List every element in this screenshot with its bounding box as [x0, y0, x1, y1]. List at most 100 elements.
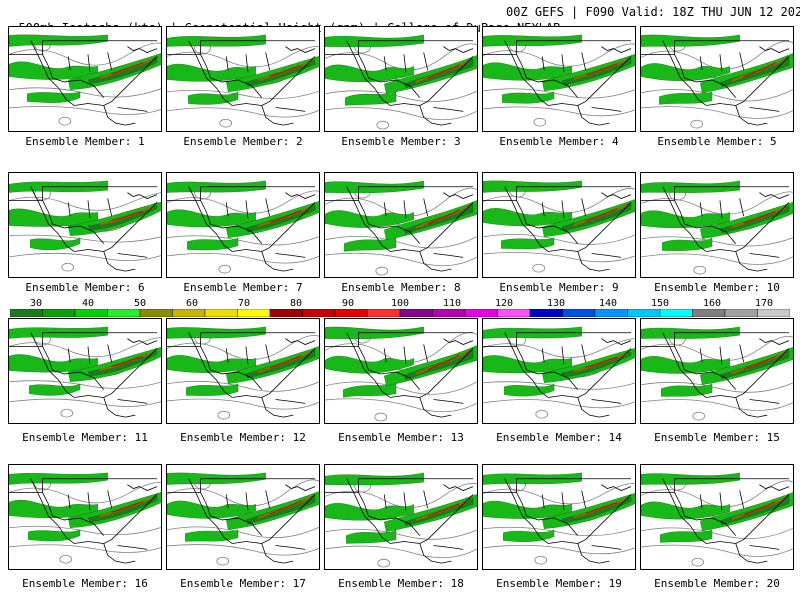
jet-stream-isotachs: [325, 472, 477, 544]
member-map-graphic: [483, 472, 635, 565]
ensemble-member-map-6: [8, 172, 162, 278]
ensemble-member-label: Ensemble Member: 14: [496, 431, 622, 444]
member-map-graphic: [167, 180, 319, 274]
colorbar-tick-label: 50: [133, 298, 147, 309]
member-map-graphic: [167, 326, 319, 420]
coastlines: [9, 478, 158, 564]
ensemble-member-label: Ensemble Member: 3: [341, 135, 461, 148]
member-map-graphic: [483, 326, 635, 419]
member-map-graphic: [641, 180, 793, 275]
ensemble-member-label: Ensemble Member: 17: [180, 577, 306, 590]
coastlines: [325, 332, 474, 418]
coastlines: [167, 332, 316, 418]
ensemble-member-label: Ensemble Member: 20: [654, 577, 780, 590]
colorbar-swatch: [757, 309, 790, 317]
ensemble-member-map-18: [324, 464, 478, 570]
member-map-graphic: [483, 180, 635, 273]
coastlines: [483, 478, 632, 564]
member-map-graphic: [167, 34, 319, 128]
ensemble-member-map-8: [324, 172, 478, 278]
colorbar-swatch: [42, 309, 76, 317]
member-map-graphic: [9, 180, 161, 272]
colorbar-swatch: [432, 309, 466, 317]
jet-stream-isotachs: [483, 180, 635, 250]
member-map-graphic: [9, 472, 161, 564]
ensemble-member-label: Ensemble Member: 4: [499, 135, 619, 148]
ensemble-member-map-20: [640, 464, 794, 570]
colorbar-swatch: [497, 309, 531, 317]
jet-stream-isotachs: [325, 34, 477, 106]
colorbar-tick-label: 70: [237, 298, 251, 309]
coastlines: [483, 332, 632, 418]
ensemble-member-label: Ensemble Member: 6: [25, 281, 145, 294]
jet-stream-isotachs: [325, 326, 477, 398]
coastlines: [483, 186, 632, 272]
jet-stream-isotachs: [167, 472, 319, 542]
colorbar-tick-label: 150: [650, 298, 670, 309]
ensemble-member-label: Ensemble Member: 16: [22, 577, 148, 590]
member-map-graphic: [167, 472, 319, 566]
coastlines: [641, 186, 790, 272]
colorbar-tick-label: 60: [185, 298, 199, 309]
ensemble-member-label: Ensemble Member: 15: [654, 431, 780, 444]
colorbar-swatch: [107, 309, 141, 317]
ensemble-member-map-4: [482, 26, 636, 132]
coastlines: [9, 40, 158, 126]
jet-stream-isotachs: [641, 326, 793, 397]
coastlines: [167, 186, 316, 272]
colorbar-swatch: [367, 309, 401, 317]
coastlines: [167, 40, 316, 126]
ensemble-member-map-12: [166, 318, 320, 424]
colorbar-tick-label: 170: [754, 298, 774, 309]
ensemble-member-label: Ensemble Member: 9: [499, 281, 619, 294]
ensemble-member-map-19: [482, 464, 636, 570]
jet-stream-isotachs: [641, 472, 793, 543]
jet-stream-isotachs: [483, 472, 635, 542]
ensemble-member-map-5: [640, 26, 794, 132]
member-map-graphic: [325, 34, 477, 130]
ensemble-member-map-7: [166, 172, 320, 278]
colorbar-strip: [10, 309, 790, 317]
colorbar-swatch: [594, 309, 628, 317]
colorbar-swatch: [302, 309, 336, 317]
coastlines: [641, 40, 790, 126]
coastlines: [325, 186, 474, 272]
colorbar-tick-label: 90: [341, 298, 355, 309]
jet-stream-isotachs: [325, 180, 477, 252]
coastlines: [325, 40, 474, 126]
member-map-graphic: [325, 472, 477, 568]
ensemble-member-map-1: [8, 26, 162, 132]
colorbar-swatch: [529, 309, 563, 317]
member-map-graphic: [9, 34, 161, 126]
colorbar-swatch: [10, 309, 43, 317]
jet-stream-isotachs: [641, 34, 793, 105]
ensemble-member-map-11: [8, 318, 162, 424]
ensemble-member-map-14: [482, 318, 636, 424]
ensemble-member-map-10: [640, 172, 794, 278]
coastlines: [9, 332, 158, 418]
colorbar-swatch: [399, 309, 433, 317]
jet-stream-isotachs: [167, 180, 319, 251]
jet-stream-isotachs: [641, 180, 793, 251]
colorbar-swatch: [562, 309, 596, 317]
coastlines: [641, 478, 790, 564]
member-map-graphic: [325, 326, 477, 422]
ensemble-member-map-13: [324, 318, 478, 424]
ensemble-member-label: Ensemble Member: 19: [496, 577, 622, 590]
ensemble-member-map-15: [640, 318, 794, 424]
jet-stream-isotachs: [167, 34, 319, 105]
colorbar-tick-label: 160: [702, 298, 722, 309]
member-map-graphic: [641, 472, 793, 567]
colorbar-tick-label: 80: [289, 298, 303, 309]
colorbar-swatch: [627, 309, 661, 317]
colorbar-tick-label: 100: [390, 298, 410, 309]
colorbar-swatch: [269, 309, 303, 317]
coastlines: [167, 478, 316, 564]
member-map-graphic: [641, 326, 793, 421]
colorbar-swatch: [334, 309, 368, 317]
colorbar-swatch: [204, 309, 238, 317]
colorbar-tick-label: 110: [442, 298, 462, 309]
ensemble-member-map-9: [482, 172, 636, 278]
map-title: 500mb Isotachs (kts) | Geopotential Heig…: [4, 4, 800, 35]
ensemble-member-label: Ensemble Member: 18: [338, 577, 464, 590]
